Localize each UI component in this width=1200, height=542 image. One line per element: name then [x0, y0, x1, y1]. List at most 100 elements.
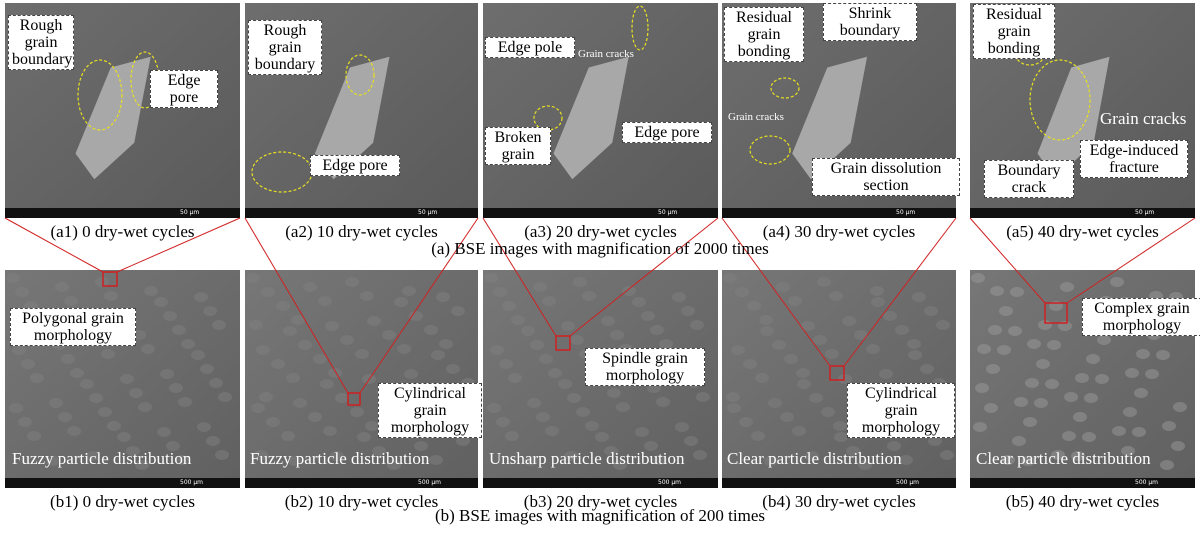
particle [365, 421, 379, 431]
particle [283, 326, 297, 336]
particle [1084, 393, 1098, 403]
particle [206, 436, 220, 446]
particle [200, 364, 214, 374]
particle [160, 369, 174, 379]
particle [493, 287, 507, 297]
particle [879, 369, 893, 379]
particle [18, 417, 32, 427]
particle [792, 426, 806, 436]
particle [58, 412, 72, 422]
particle [573, 277, 587, 287]
annotation-text: Grain cracks [728, 109, 784, 126]
particle [212, 320, 226, 330]
particle [101, 349, 115, 359]
particle [1156, 350, 1170, 360]
scale-label: 500 μm [418, 479, 441, 486]
particle [813, 335, 827, 345]
info-bar [245, 208, 478, 218]
particle [394, 297, 408, 307]
panel-caption: (a5) 40 dry-wet cycles [970, 223, 1195, 240]
particle [215, 450, 229, 460]
particle [256, 345, 270, 355]
info-bar [483, 208, 718, 218]
particle [635, 427, 649, 437]
info-bar [5, 478, 240, 488]
particle [502, 301, 516, 311]
annotation-box: Boundary crack [984, 160, 1074, 198]
particle [1095, 374, 1109, 384]
particle [1010, 287, 1024, 297]
info-bar [722, 208, 956, 218]
particle [249, 320, 263, 330]
particle [743, 359, 757, 369]
particle [266, 417, 280, 427]
particle [1045, 379, 1059, 389]
particle [760, 326, 774, 336]
particle [318, 296, 332, 306]
particle [971, 273, 985, 283]
annotation-box: Rough grain boundary [248, 20, 322, 75]
particle [345, 277, 359, 287]
particle [908, 350, 922, 360]
particle [907, 339, 921, 349]
scale-label: 50 μm [658, 209, 677, 216]
particle [999, 306, 1013, 316]
particle [924, 306, 938, 316]
particle [271, 359, 285, 369]
particle [49, 398, 63, 408]
particle [548, 368, 562, 378]
particle [990, 286, 1004, 296]
annotation-box: Edge pore [310, 155, 400, 176]
particle [303, 282, 317, 292]
annotation-text: Grain cracks [1100, 110, 1186, 127]
particle [404, 369, 418, 379]
particle [169, 383, 183, 393]
particle [104, 291, 118, 301]
particle [595, 432, 609, 442]
particle [650, 325, 664, 335]
scale-label: 500 μm [658, 479, 681, 486]
particle [1112, 426, 1126, 436]
particle [988, 325, 1002, 335]
particle [178, 397, 192, 407]
particle [973, 422, 987, 432]
particle [1062, 431, 1076, 441]
scale-label: 50 μm [896, 209, 915, 216]
annotation-box: Edge pore [622, 122, 712, 143]
particle [70, 368, 84, 378]
figure: 50 μmRough grain boundaryEdge pore(a1) 0… [0, 0, 1200, 542]
particle [567, 393, 581, 403]
particle [298, 340, 312, 350]
annotation-box: Edge pole [485, 37, 575, 58]
annotation-box: Rough grain boundary [8, 15, 74, 70]
particle [561, 321, 575, 331]
particle [1086, 354, 1100, 364]
particle [6, 273, 20, 283]
row-caption: (a) BSE images with magnification of 200… [0, 240, 1200, 257]
particle [484, 273, 498, 283]
particle [539, 354, 553, 364]
particle [61, 354, 75, 364]
particle [141, 344, 155, 354]
particle [696, 392, 710, 402]
particle [977, 344, 991, 354]
particle [731, 345, 745, 355]
particle [154, 297, 168, 307]
annotation-box: Complex grain morphology [1082, 298, 1200, 336]
particle [726, 392, 740, 402]
particle [527, 398, 541, 408]
particle [487, 403, 501, 413]
particle [723, 273, 737, 283]
particle [157, 427, 171, 437]
particle [107, 421, 121, 431]
annotation-box: Polygonal grain morphology [10, 308, 136, 346]
particle [1014, 397, 1028, 407]
particle [582, 291, 596, 301]
particle [632, 297, 646, 307]
particle [854, 330, 868, 340]
particle [251, 403, 265, 413]
particle [536, 412, 550, 422]
particle [15, 287, 29, 297]
particle [9, 403, 23, 413]
particle [768, 398, 782, 408]
